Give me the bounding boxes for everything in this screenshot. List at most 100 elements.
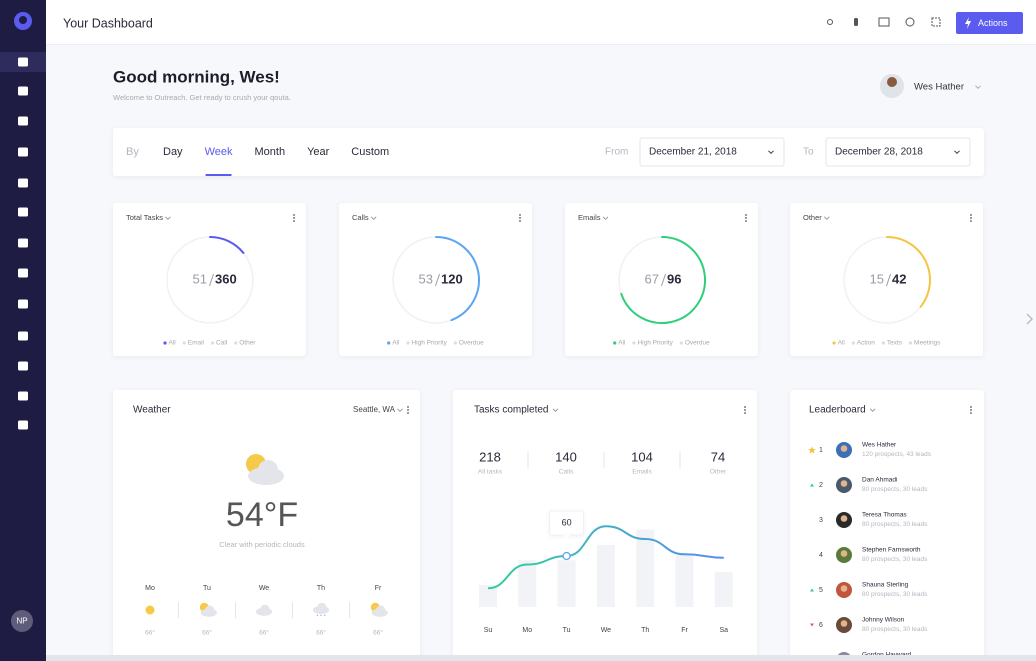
- phone-icon[interactable]: [854, 18, 858, 26]
- period-option[interactable]: Year: [307, 146, 330, 158]
- nav-icon[interactable]: [18, 86, 28, 96]
- nav-icon[interactable]: [18, 238, 28, 248]
- to-select[interactable]: [825, 137, 971, 167]
- nav-icon[interactable]: [18, 299, 28, 309]
- menu-dot[interactable]: [519, 214, 521, 216]
- ring-slash: [435, 273, 440, 287]
- actions-button[interactable]: [956, 12, 1023, 34]
- card-title: Total Tasks: [126, 213, 163, 222]
- leader-detail: 80 prospects, 30 leads: [862, 486, 928, 493]
- period-option[interactable]: Week: [205, 146, 233, 158]
- menu-dot[interactable]: [293, 220, 295, 222]
- stat-value: 104: [631, 449, 653, 464]
- menu-dot[interactable]: [970, 217, 972, 219]
- stat-value: 218: [479, 449, 501, 464]
- next-arrow[interactable]: [1026, 313, 1033, 325]
- bar: [596, 544, 615, 607]
- legend-label: All: [838, 340, 846, 347]
- menu-dot[interactable]: [970, 412, 972, 414]
- forecast-temp: 66°: [259, 629, 269, 637]
- menu-dot[interactable]: [293, 217, 295, 219]
- menu-dot[interactable]: [407, 409, 409, 411]
- card: [339, 203, 532, 356]
- rank-down: [810, 623, 814, 627]
- menu-dot[interactable]: [407, 412, 409, 414]
- legend-dot: [163, 341, 167, 345]
- menu-dot[interactable]: [970, 214, 972, 216]
- period-option[interactable]: Month: [254, 146, 285, 158]
- ring-progress: [886, 236, 931, 308]
- chevron[interactable]: [602, 216, 609, 221]
- legend-label: Email: [188, 340, 205, 347]
- menu-dot[interactable]: [970, 406, 972, 408]
- menu-dot[interactable]: [970, 409, 972, 411]
- mail-icon[interactable]: [878, 17, 890, 27]
- legend-dot: [679, 341, 683, 345]
- nav-icon[interactable]: [18, 147, 28, 157]
- period-option[interactable]: Day: [163, 146, 183, 158]
- rain-drop: [316, 614, 319, 617]
- forecast-day: Tu: [203, 585, 211, 592]
- rain-drop: [320, 614, 322, 617]
- menu-dot[interactable]: [744, 406, 746, 408]
- forecast-day: We: [259, 585, 269, 592]
- menu-dot[interactable]: [745, 217, 747, 219]
- stat-label: Other: [710, 469, 727, 476]
- menu-dot[interactable]: [293, 214, 295, 216]
- legend-dot: [234, 341, 238, 345]
- period-option[interactable]: Custom: [351, 146, 389, 158]
- nav-icon[interactable]: [18, 57, 28, 67]
- rank: 3: [819, 517, 823, 524]
- nav-icon[interactable]: [18, 420, 28, 430]
- sidebar-edge: [0, 655, 46, 661]
- sidebar: [0, 0, 46, 661]
- nav-icon[interactable]: [18, 116, 28, 126]
- menu-dot[interactable]: [745, 220, 747, 222]
- nav-icon[interactable]: [18, 361, 28, 371]
- rank: 1: [819, 447, 823, 454]
- legend-label: All: [169, 340, 177, 347]
- stat-label: All tasks: [478, 469, 503, 476]
- chevron[interactable]: [552, 408, 559, 413]
- menu-dot[interactable]: [745, 214, 747, 216]
- menu-dot[interactable]: [519, 220, 521, 222]
- chevron[interactable]: [397, 408, 403, 413]
- bar: [636, 529, 655, 607]
- legend-dot: [632, 341, 636, 345]
- legend-label: All: [392, 340, 400, 347]
- chevron[interactable]: [869, 408, 876, 413]
- forecast-temp: 66°: [202, 629, 212, 637]
- apps-icon[interactable]: [931, 17, 941, 27]
- menu-dot[interactable]: [407, 406, 409, 408]
- legend-dot: [387, 341, 391, 345]
- nav-icon[interactable]: [18, 207, 28, 217]
- x-tick-label: Tu: [563, 627, 571, 634]
- leader-avatar-face: [840, 620, 848, 627]
- chevron[interactable]: [370, 216, 377, 221]
- nav-icon[interactable]: [18, 331, 28, 341]
- chevron[interactable]: [165, 216, 171, 221]
- search-icon[interactable]: [827, 19, 833, 25]
- chevron[interactable]: [954, 150, 960, 155]
- from-select[interactable]: [639, 137, 785, 167]
- menu-dot[interactable]: [744, 409, 746, 411]
- chat-icon[interactable]: [905, 17, 915, 27]
- chevron[interactable]: [823, 216, 830, 221]
- legend-dot: [453, 341, 457, 345]
- scrollbar: [0, 655, 1036, 661]
- menu-dot[interactable]: [744, 412, 746, 414]
- chevron[interactable]: [975, 85, 981, 90]
- menu-dot[interactable]: [519, 217, 521, 219]
- rank: 2: [819, 482, 823, 489]
- nav-icon[interactable]: [18, 268, 28, 278]
- ring-total: 42: [892, 271, 906, 286]
- legend-label: All: [618, 340, 626, 347]
- user-avatar[interactable]: [11, 610, 33, 632]
- legend-label: Meetings: [914, 340, 941, 347]
- nav-icon[interactable]: [18, 391, 28, 401]
- chevron[interactable]: [768, 150, 774, 155]
- menu-dot[interactable]: [970, 220, 972, 222]
- nav-icon[interactable]: [18, 178, 28, 188]
- card-title: Emails: [578, 213, 601, 222]
